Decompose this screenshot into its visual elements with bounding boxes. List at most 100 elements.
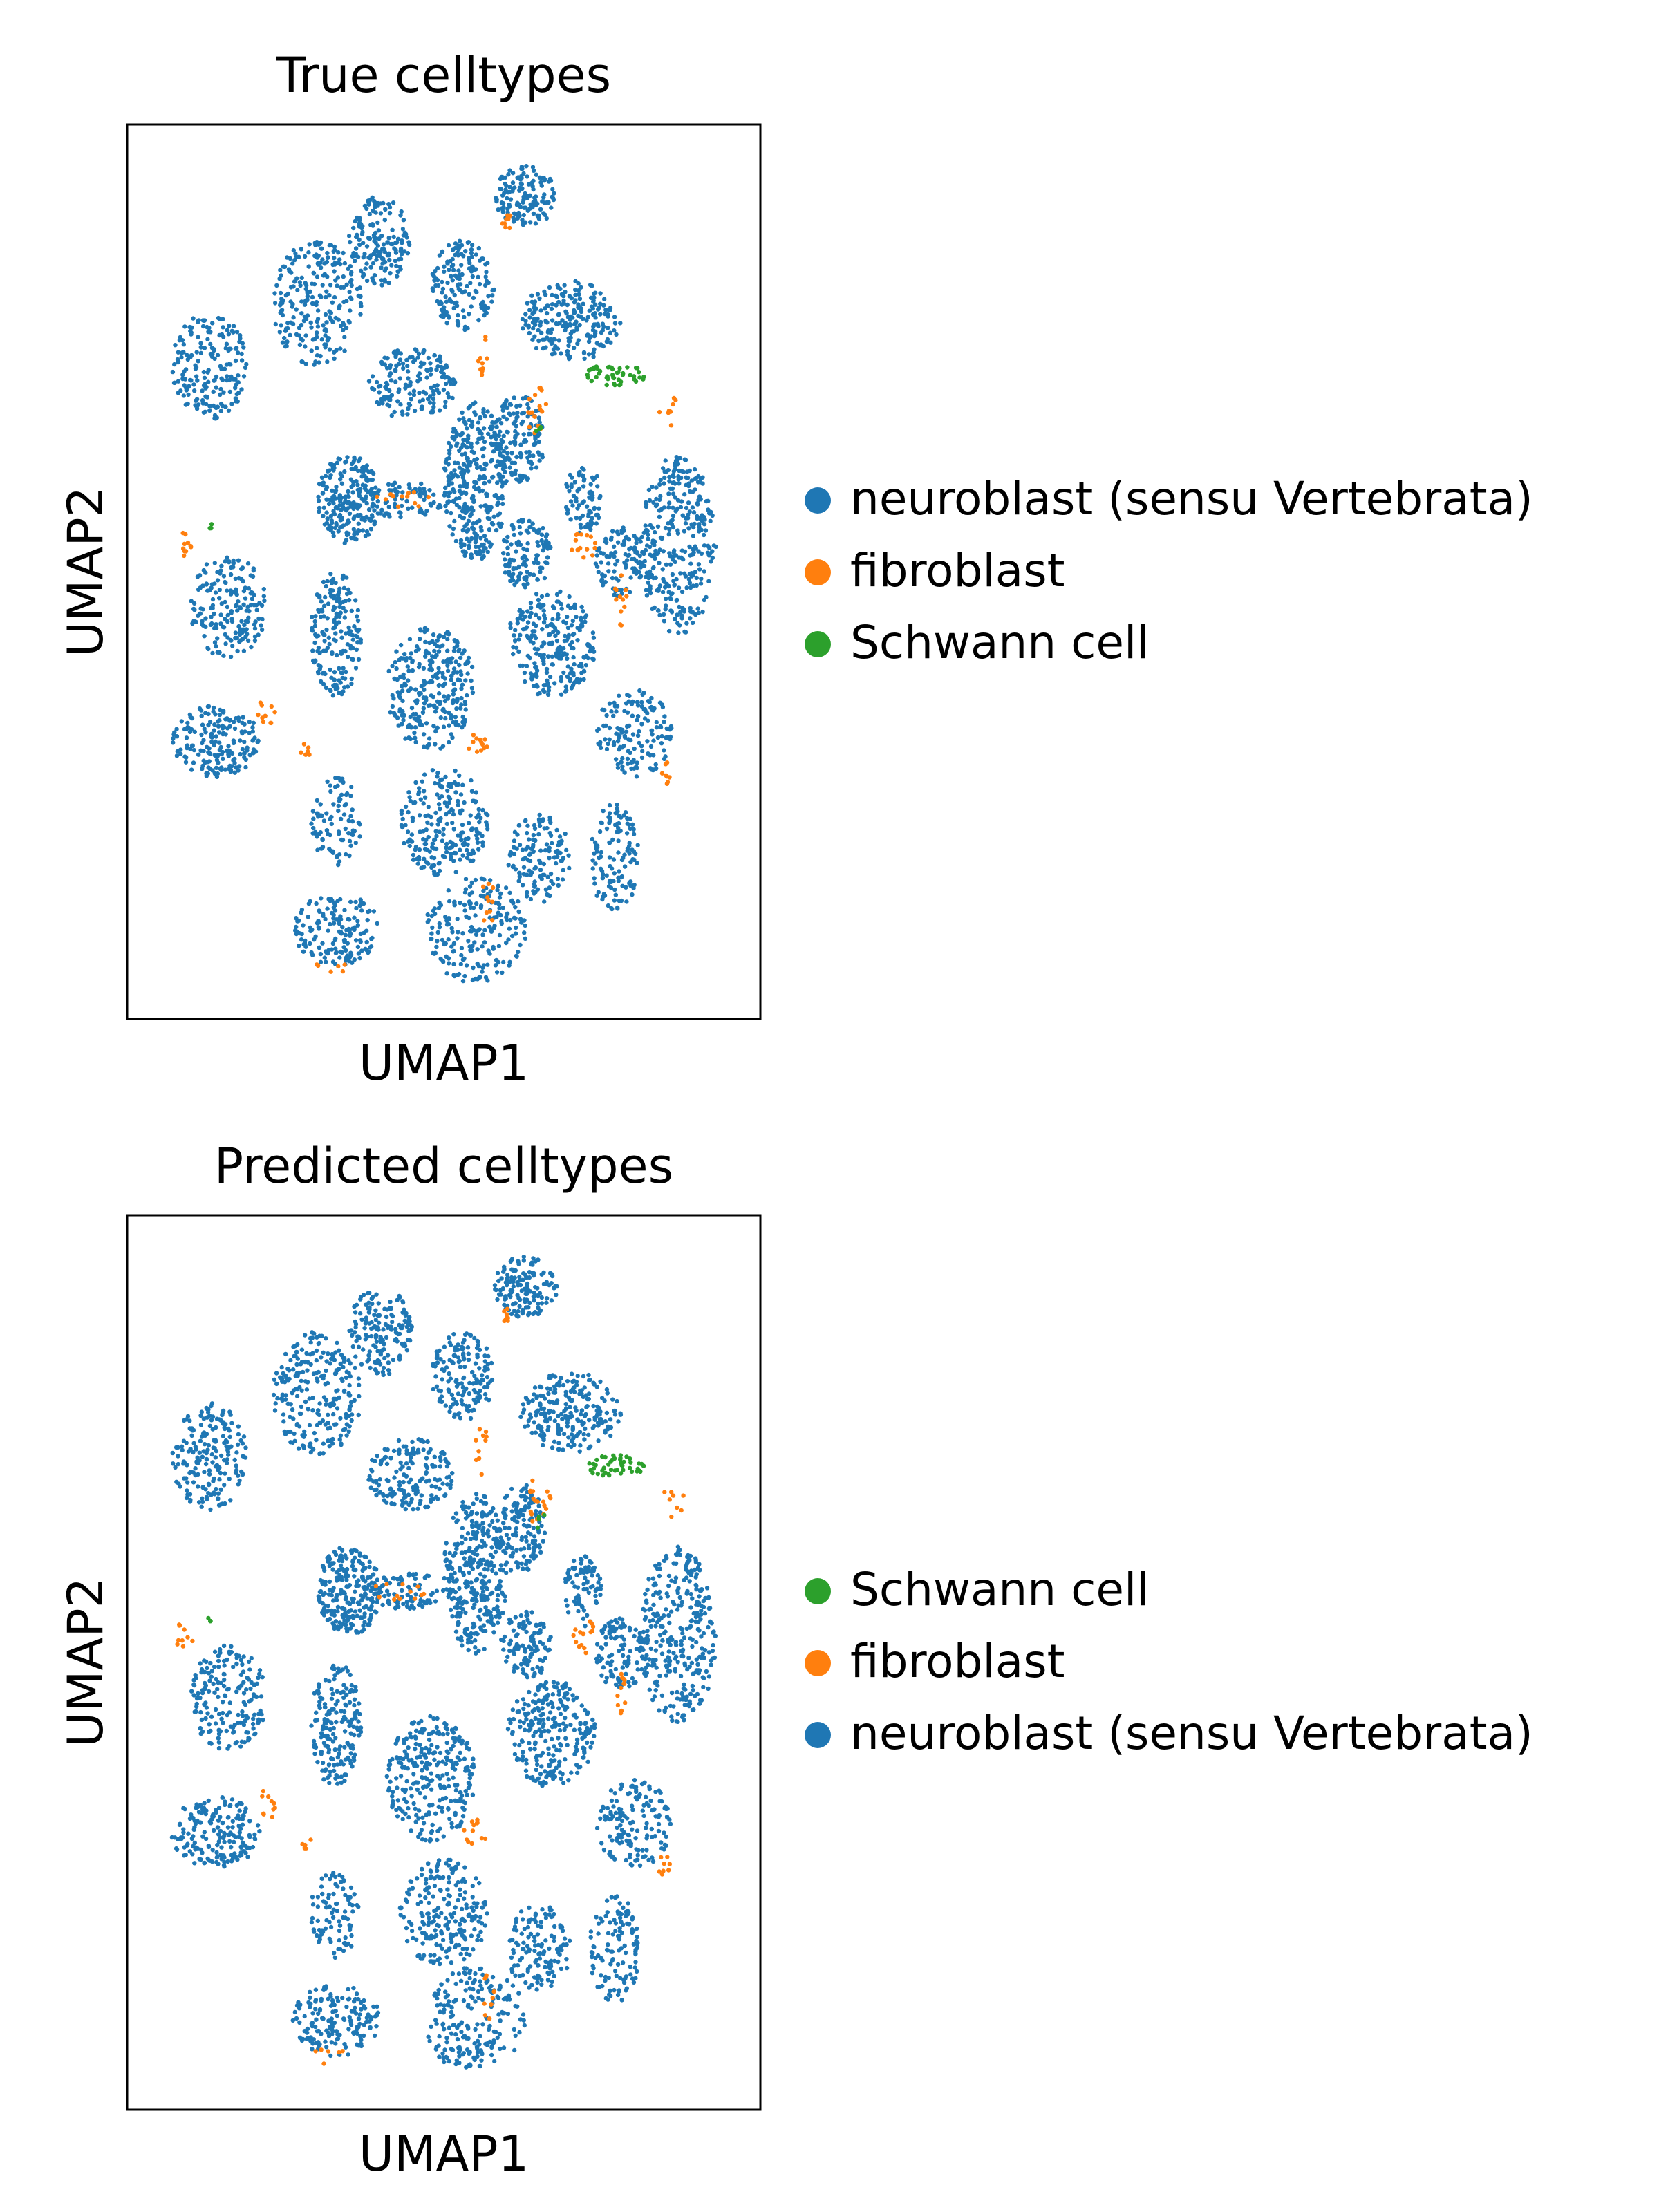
data-point — [581, 609, 585, 614]
data-point — [475, 440, 480, 445]
data-point — [648, 744, 654, 749]
data-point — [662, 475, 667, 480]
data-point — [371, 261, 376, 266]
data-point — [364, 487, 368, 492]
data-point — [507, 926, 512, 931]
data-point — [552, 855, 557, 860]
data-point — [458, 484, 463, 489]
data-point — [508, 626, 513, 630]
data-point — [212, 742, 216, 747]
data-point — [686, 512, 691, 518]
data-point — [440, 249, 445, 254]
data-point — [467, 261, 472, 265]
data-point — [359, 908, 364, 913]
data-point — [459, 686, 464, 691]
data-point — [467, 418, 472, 422]
data-point — [455, 697, 460, 703]
data-point — [328, 789, 333, 794]
data-point — [503, 175, 508, 180]
data-point — [644, 504, 649, 509]
data-point — [225, 604, 229, 610]
data-point — [446, 888, 451, 893]
data-point — [200, 388, 205, 393]
data-point — [670, 572, 675, 577]
data-point — [538, 848, 543, 853]
data-point — [608, 537, 614, 542]
data-point — [645, 739, 650, 744]
data-point — [223, 580, 228, 585]
data-point — [354, 234, 359, 239]
data-point — [206, 329, 211, 335]
data-point — [351, 225, 356, 231]
data-point — [504, 399, 509, 404]
data-point — [307, 242, 312, 247]
data-point — [494, 436, 498, 442]
data-point — [505, 190, 511, 195]
data-point — [429, 931, 434, 936]
data-point — [394, 263, 399, 269]
data-point — [403, 823, 408, 827]
data-point — [443, 468, 448, 473]
data-point — [601, 551, 606, 556]
data-point — [678, 571, 683, 576]
data-point — [418, 637, 422, 641]
data-point — [472, 267, 478, 272]
data-point — [654, 720, 659, 725]
data-point — [498, 478, 503, 483]
data-point — [326, 335, 330, 341]
data-point — [474, 534, 479, 540]
data-point — [530, 629, 535, 634]
data-point — [624, 729, 629, 734]
data-point — [350, 657, 355, 662]
data-point — [348, 953, 354, 957]
data-point — [324, 487, 328, 491]
data-point — [206, 379, 211, 384]
data-point — [450, 278, 455, 283]
data-point — [690, 505, 695, 510]
data-point — [322, 955, 327, 960]
data-point — [225, 555, 229, 560]
data-point — [285, 291, 290, 297]
data-point — [403, 386, 408, 391]
data-point — [494, 492, 498, 498]
data-point — [189, 378, 194, 383]
data-point — [635, 366, 640, 371]
data-point — [440, 290, 444, 295]
data-point — [375, 498, 380, 504]
data-point — [181, 342, 186, 347]
data-point — [546, 328, 552, 333]
data-point — [450, 700, 456, 706]
data-point — [460, 272, 465, 277]
data-point — [449, 732, 453, 737]
data-point — [435, 505, 441, 510]
data-point — [422, 629, 427, 635]
data-point — [470, 826, 475, 831]
data-point — [619, 530, 624, 535]
data-point — [683, 630, 688, 635]
data-point — [536, 328, 541, 333]
data-point — [374, 379, 379, 385]
data-point — [368, 265, 373, 270]
data-point — [511, 651, 516, 657]
data-point — [646, 487, 652, 493]
data-point — [353, 899, 358, 905]
data-point — [520, 186, 525, 191]
data-point — [581, 677, 586, 682]
data-point — [565, 656, 570, 661]
data-point — [559, 675, 563, 679]
data-point — [426, 861, 431, 866]
data-point — [451, 812, 456, 817]
data-point — [594, 728, 600, 733]
data-point — [687, 581, 693, 585]
data-point — [446, 482, 451, 487]
data-point — [628, 575, 633, 580]
data-point — [547, 856, 552, 861]
data-point — [357, 822, 362, 827]
data-point — [541, 525, 545, 531]
data-point — [673, 495, 678, 500]
data-point — [604, 826, 610, 832]
data-point — [420, 510, 425, 515]
data-point — [621, 542, 626, 547]
data-point — [651, 738, 656, 743]
data-point — [411, 489, 416, 495]
